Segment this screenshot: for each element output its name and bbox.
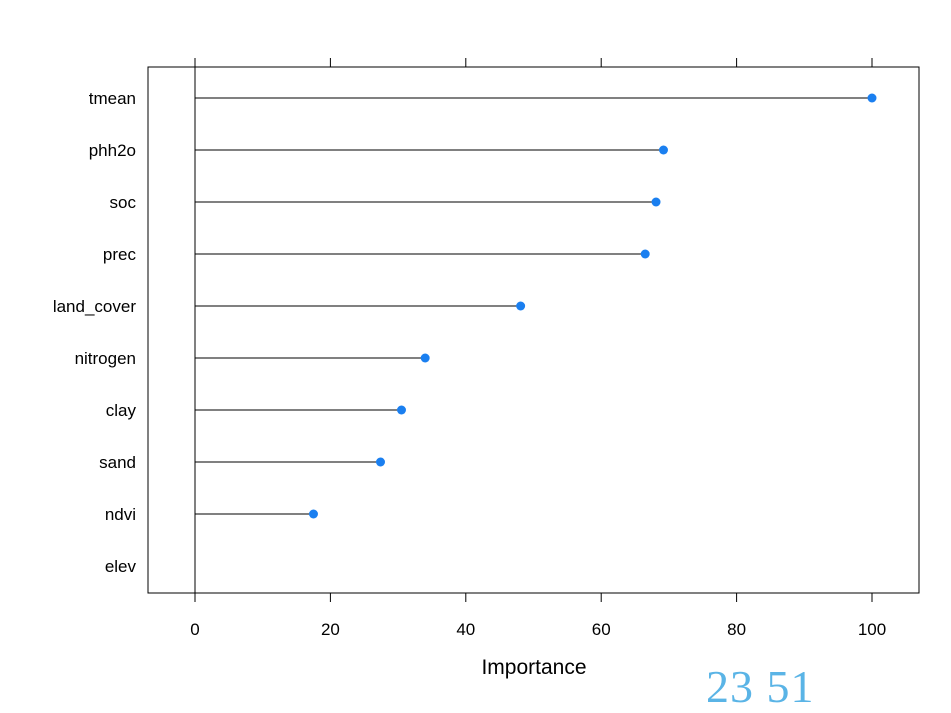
category-label: nitrogen <box>75 349 136 368</box>
x-tick-label: 20 <box>321 620 340 639</box>
overlay-text: 23 51 <box>706 661 815 712</box>
data-point <box>516 301 526 311</box>
category-label: tmean <box>89 89 136 108</box>
data-point <box>658 145 668 155</box>
importance-chart: tmean phh2o soc prec land_cover nitrogen clay s… <box>53 58 920 679</box>
x-tick-label: 80 <box>727 620 746 639</box>
category-label: sand <box>99 453 136 472</box>
data-point <box>308 509 318 519</box>
category-label: elev <box>105 557 137 576</box>
x-tick-label: 0 <box>190 620 199 639</box>
category-label: ndvi <box>105 505 136 524</box>
data-point <box>651 197 661 207</box>
x-axis-ticks: 0 20 40 60 80 100 <box>190 58 886 639</box>
x-tick-label: 100 <box>858 620 886 639</box>
x-tick-label: 60 <box>592 620 611 639</box>
data-point <box>375 457 385 467</box>
category-label: prec <box>103 245 137 264</box>
category-label: soc <box>110 193 137 212</box>
category-label: land_cover <box>53 297 137 316</box>
data-point <box>420 353 430 363</box>
data-point <box>867 93 877 103</box>
category-label: phh2o <box>89 141 136 160</box>
data-point <box>640 249 650 259</box>
plot-frame <box>147 66 920 594</box>
data-point <box>396 405 406 415</box>
x-axis-title: Importance <box>481 656 586 679</box>
chart-marks: tmean phh2o soc prec land_cover nitrogen clay s… <box>53 89 877 576</box>
x-tick-label: 40 <box>456 620 475 639</box>
category-label: clay <box>106 401 137 420</box>
